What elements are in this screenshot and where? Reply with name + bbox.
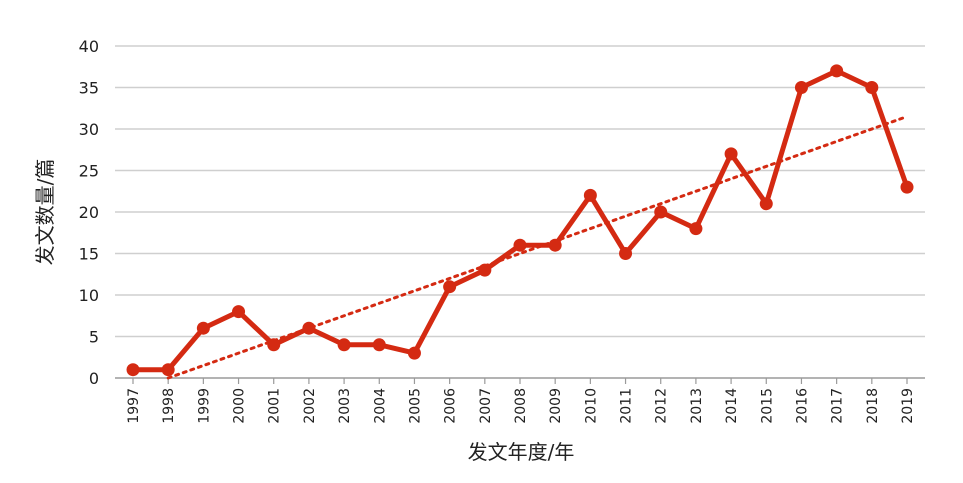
x-tick-label: 2002 [302, 388, 318, 424]
x-tick-label: 2018 [865, 388, 881, 424]
y-axis-title: 发文数量/篇 [33, 159, 57, 266]
data-point-2002 [302, 321, 316, 335]
data-point-1998 [161, 363, 175, 377]
x-tick-label: 2007 [478, 388, 494, 424]
x-tick-label: 2006 [443, 388, 459, 424]
x-tick-labels: 1997 1998 1999 2000 2001 2002 2003 2004 2005 2006… [126, 378, 916, 424]
data-point-2001 [267, 338, 281, 352]
x-tick-label: 2004 [372, 388, 388, 424]
data-point-2003 [337, 338, 351, 352]
x-tick-label: 2003 [337, 388, 353, 424]
y-tick-label: 30 [79, 120, 99, 139]
data-point-2017 [830, 64, 844, 78]
x-tick-label: 2014 [724, 388, 740, 424]
data-point-2011 [619, 247, 633, 260]
x-tick-label: 2015 [759, 388, 775, 424]
data-point-2018 [865, 81, 879, 94]
y-tick-label: 20 [79, 203, 99, 222]
data-point-1999 [196, 321, 210, 335]
data-point-2012 [654, 205, 668, 219]
data-point-2004 [372, 338, 386, 352]
x-tick-label: 2005 [407, 388, 423, 424]
gridlines [115, 45, 925, 338]
x-tick-label: 1997 [126, 388, 142, 424]
x-tick-label: 2000 [232, 388, 248, 424]
x-tick-label: 2010 [583, 388, 599, 424]
x-tick-label: 2011 [619, 388, 635, 424]
x-tick-label: 2012 [654, 388, 670, 424]
x-tick-label: 1999 [196, 388, 212, 424]
data-point-2010 [583, 188, 597, 202]
data-point-2000 [232, 305, 246, 319]
y-tick-label: 35 [79, 79, 99, 98]
y-tick-label: 0 [89, 369, 99, 388]
data-point-2006 [443, 280, 457, 294]
y-tick-label: 10 [79, 286, 99, 305]
series-line [133, 68, 910, 373]
data-point-2007 [478, 263, 492, 277]
x-tick-label: 2016 [794, 388, 810, 424]
data-point-2015 [759, 197, 773, 211]
data-point-2005 [407, 346, 421, 360]
data-point-1997 [126, 363, 140, 377]
data-point-2019 [900, 180, 914, 194]
x-tick-label: 2008 [513, 388, 529, 424]
x-axis-title: 发文年度/年 [468, 440, 575, 464]
data-point-2009 [548, 238, 562, 252]
y-tick-label: 25 [79, 162, 99, 181]
x-tick-label: 2001 [267, 388, 283, 424]
x-tick-label: 2019 [900, 388, 916, 424]
x-tick-label: 2009 [548, 388, 564, 424]
y-tick-labels: 0 5 10 15 20 25 30 35 40 [79, 37, 99, 388]
data-point-2014 [724, 147, 738, 161]
y-tick-label: 40 [79, 37, 99, 56]
data-point-2013 [689, 222, 703, 236]
data-point-2008 [513, 238, 527, 252]
x-tick-label: 1998 [161, 388, 177, 424]
y-tick-label: 15 [79, 245, 99, 264]
data-point-2016 [794, 81, 808, 94]
x-tick-label: 2013 [689, 388, 705, 424]
y-tick-label: 5 [89, 328, 99, 347]
data-points [126, 64, 914, 377]
x-tick-label: 2017 [830, 388, 846, 424]
